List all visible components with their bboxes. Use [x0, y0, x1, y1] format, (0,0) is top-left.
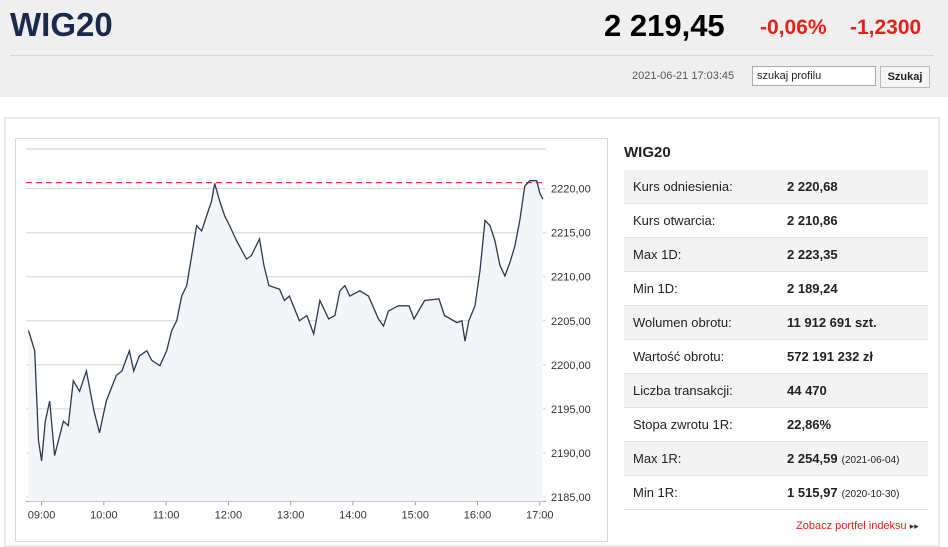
table-row: Liczba transakcji: 44 470	[624, 374, 928, 408]
x-tick-label: 14:00	[339, 509, 367, 521]
chart: 2185,00 2190,00 2195,00 2200,00 2205,00 2210,…	[26, 148, 591, 521]
y-tick-label: 2185,00	[551, 492, 591, 504]
row-value: 2 210,86	[787, 213, 838, 228]
row-label: Liczba transakcji:	[633, 383, 733, 398]
y-tick-label: 2220,00	[551, 184, 591, 196]
value-text: 2 189,24	[787, 281, 838, 296]
x-tick-label: 15:00	[401, 509, 429, 521]
y-tick-label: 2195,00	[551, 404, 591, 416]
table-row: Min 1R: 1 515,97 (2020-10-30)	[624, 476, 928, 510]
change-pct: -0,06%	[760, 16, 827, 39]
value-text: 2 220,68	[787, 179, 838, 194]
table-row: Min 1D: 2 189,24	[624, 272, 928, 306]
price: 2 219,45	[604, 8, 725, 43]
value-text: 572 191 232 zł	[787, 349, 874, 364]
row-label: Kurs odniesienia:	[633, 179, 733, 194]
area	[28, 180, 543, 502]
row-label: Wartość obrotu:	[633, 349, 725, 364]
table-row: Kurs otwarcia: 2 210,86	[624, 204, 928, 238]
row-value: 1 515,97 (2020-10-30)	[787, 485, 899, 500]
row-value: 2 254,59 (2021-06-04)	[787, 451, 899, 466]
search-button[interactable]: Szukaj	[880, 66, 930, 88]
row-note: (2020-10-30)	[841, 489, 900, 500]
x-tick-label: 16:00	[464, 509, 492, 521]
value-text: 11 912 691 szt.	[787, 315, 877, 330]
chart-box: 2185,00 2190,00 2195,00 2200,00 2205,00 2210,…	[15, 138, 608, 542]
title: WIG20	[10, 6, 113, 43]
value-text: 1 515,97	[787, 485, 838, 500]
y-tick-label: 2200,00	[551, 360, 591, 372]
x-tick-label: 10:00	[90, 509, 118, 521]
table-row: Kurs odniesienia: 2 220,68	[624, 170, 928, 204]
row-label: Stopa zwrotu 1R:	[633, 417, 733, 432]
row-label: Min 1D:	[633, 281, 678, 296]
value-text: 44 470	[787, 383, 827, 398]
x-tick-label: 13:00	[277, 509, 305, 521]
row-label: Max 1D:	[633, 247, 682, 262]
arrow-icon: ▸▸	[909, 521, 919, 531]
table-row: Wolumen obrotu: 11 912 691 szt.	[624, 306, 928, 340]
datetime: 2021-06-21 17:03:45	[632, 70, 735, 82]
row-value: 2 189,24	[787, 281, 838, 296]
row-note: (2021-06-04)	[841, 455, 900, 466]
y-tick-label: 2215,00	[551, 228, 591, 240]
row-value: 11 912 691 szt.	[787, 315, 877, 330]
y-tick-label: 2210,00	[551, 272, 591, 284]
search-input[interactable]: szukaj profilu	[752, 66, 876, 86]
row-label: Min 1R:	[633, 485, 678, 500]
table-row: Max 1D: 2 223,35	[624, 238, 928, 272]
table-row: Max 1R: 2 254,59 (2021-06-04)	[624, 442, 928, 476]
table-row: Stopa zwrotu 1R: 22,86%	[624, 408, 928, 442]
row-label: Max 1R:	[633, 451, 682, 466]
value-text: 2 210,86	[787, 213, 838, 228]
row-value: 22,86%	[787, 417, 831, 432]
x-tick-label: 11:00	[153, 509, 180, 521]
value-text: 2 223,35	[787, 247, 838, 262]
link-text[interactable]: Zobacz portfel indeksu	[796, 520, 907, 532]
row-label: Kurs otwarcia:	[633, 213, 716, 228]
separator	[10, 55, 934, 56]
line	[27, 180, 544, 461]
y-tick-label: 2205,00	[551, 316, 591, 328]
x-tick-label: 12:00	[215, 509, 243, 521]
table: Kurs odniesienia: 2 220,68 Kurs otwarcia: 2…	[624, 170, 928, 510]
row-value: 572 191 232 zł	[787, 349, 873, 364]
value-text: 2 254,59	[787, 451, 838, 466]
row-label: Wolumen obrotu:	[633, 315, 732, 330]
x-tick-label: 17:00	[526, 509, 554, 521]
table-title: WIG20	[624, 144, 671, 161]
table-row: Wartość obrotu: 572 191 232 zł	[624, 340, 928, 374]
row-value: 2 220,68	[787, 179, 838, 194]
change: -1,2300	[850, 16, 922, 39]
x-tick-label: 09:00	[28, 509, 56, 521]
portfolio-link[interactable]: Zobacz portfel indeksu ▸▸	[796, 520, 919, 532]
row-value: 44 470	[787, 383, 827, 398]
row-value: 2 223,35	[787, 247, 838, 262]
value-text: 22,86%	[787, 417, 832, 432]
y-tick-label: 2190,00	[551, 448, 591, 460]
